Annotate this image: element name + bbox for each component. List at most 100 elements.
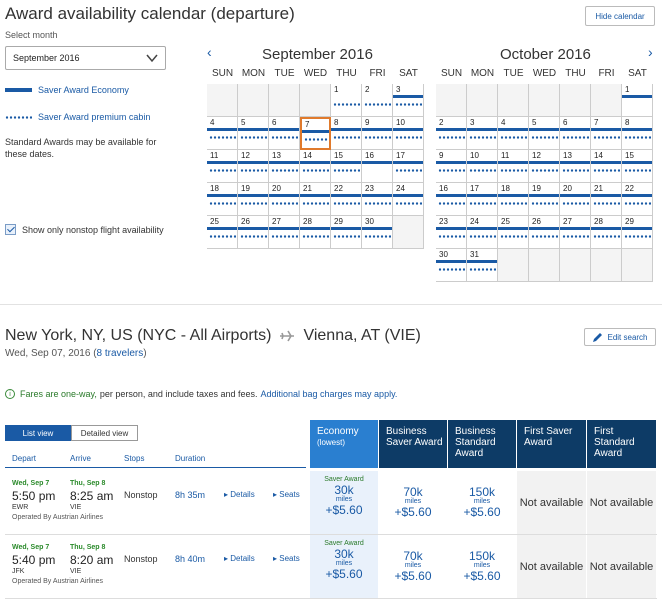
prev-month-icon[interactable]: ‹ (207, 44, 212, 60)
calendar-day[interactable]: 12 (529, 150, 560, 183)
calendar-day[interactable]: 22 (622, 183, 653, 216)
nonstop-checkbox[interactable] (5, 224, 16, 235)
calendar-day[interactable]: 5 (238, 117, 269, 150)
calendar-day[interactable]: 19 (529, 183, 560, 216)
calendar-day[interactable]: 29 (331, 216, 362, 249)
calendar-day[interactable]: 4 (498, 117, 529, 150)
tab-detailed-view[interactable]: Detailed view (71, 425, 138, 441)
day-number: 15 (625, 151, 634, 160)
calendar-day[interactable]: 25 (207, 216, 238, 249)
calendar-day[interactable]: 10 (467, 150, 498, 183)
calendar-day[interactable]: 24 (393, 183, 424, 216)
calendar-day[interactable]: 14 (591, 150, 622, 183)
calendar-day[interactable]: 11 (207, 150, 238, 183)
next-month-icon[interactable]: › (648, 44, 653, 60)
calendar-day[interactable]: 1 (622, 84, 653, 117)
price-cell[interactable]: 150k miles +$5.60 (448, 471, 516, 535)
calendar-day[interactable]: 28 (300, 216, 331, 249)
price-cell[interactable]: 70k miles +$5.60 (379, 471, 447, 535)
day-number: 18 (501, 184, 510, 193)
calendar-day[interactable]: 9 (362, 117, 393, 150)
calendar-day[interactable]: 15 (331, 150, 362, 183)
calendar-day[interactable]: 9 (436, 150, 467, 183)
nonstop-filter[interactable]: Show only nonstop flight availability (5, 224, 164, 235)
calendar-day[interactable]: 8 (622, 117, 653, 150)
fare-col-business-standard: Business Standard Award (448, 420, 516, 468)
premium-availability-dots (469, 202, 496, 205)
calendar-day[interactable]: 31 (467, 249, 498, 282)
economy-availability-bar (591, 128, 621, 131)
calendar-day[interactable]: 13 (560, 150, 591, 183)
travelers-link[interactable]: 8 travelers (96, 348, 144, 359)
miles-value: 30k (334, 547, 354, 561)
calendar-day[interactable]: 27 (269, 216, 300, 249)
calendar-day[interactable]: 1 (331, 84, 362, 117)
calendar-day[interactable]: 15 (622, 150, 653, 183)
calendar-day[interactable]: 11 (498, 150, 529, 183)
calendar-day[interactable]: 29 (622, 216, 653, 249)
calendar-day[interactable]: 23 (362, 183, 393, 216)
seats-link[interactable]: ▸ Seats (273, 554, 300, 563)
month-select[interactable]: September 2016 (5, 46, 166, 70)
price-cell[interactable]: Saver Award 30k miles +$5.60 (310, 535, 378, 599)
calendar-day[interactable]: 24 (467, 216, 498, 249)
calendar-day[interactable]: 10 (393, 117, 424, 150)
seats-label: Seats (279, 554, 300, 563)
calendar-day[interactable]: 30 (436, 249, 467, 282)
calendar-day[interactable]: 25 (498, 216, 529, 249)
premium-availability-dots (469, 235, 496, 238)
calendar-day[interactable]: 17 (393, 150, 424, 183)
calendar-day[interactable]: 22 (331, 183, 362, 216)
calendar-day[interactable]: 2 (362, 84, 393, 117)
calendar-day[interactable]: 6 (560, 117, 591, 150)
calendar-day[interactable]: 20 (269, 183, 300, 216)
bag-charges-link[interactable]: Additional bag charges may apply. (260, 389, 398, 399)
calendar-day[interactable]: 26 (529, 216, 560, 249)
calendar-day[interactable]: 5 (529, 117, 560, 150)
calendar-day[interactable]: 4 (207, 117, 238, 150)
calendar-day[interactable]: 19 (238, 183, 269, 216)
month-select-value: September 2016 (13, 53, 80, 63)
economy-availability-bar (529, 161, 559, 164)
calendar-day[interactable]: 18 (207, 183, 238, 216)
calendar-day[interactable]: 12 (238, 150, 269, 183)
price-cell[interactable]: 150k miles +$5.60 (448, 535, 516, 599)
calendar-day[interactable]: 2 (436, 117, 467, 150)
calendar-day[interactable]: 27 (560, 216, 591, 249)
calendar-day[interactable]: 21 (300, 183, 331, 216)
calendar-day[interactable]: 8 (331, 117, 362, 150)
calendar-day[interactable]: 26 (238, 216, 269, 249)
calendar-day[interactable]: 3 (393, 84, 424, 117)
day-number: 28 (594, 217, 603, 226)
fee-value: +$5.60 (394, 505, 432, 519)
details-link[interactable]: ▸ Details (224, 554, 255, 563)
calendar-day[interactable]: 20 (560, 183, 591, 216)
details-link[interactable]: ▸ Details (224, 490, 255, 499)
calendar-day[interactable]: 13 (269, 150, 300, 183)
calendar-day[interactable]: 6 (269, 117, 300, 150)
dotted-line-icon (5, 115, 32, 119)
calendar-day[interactable]: 23 (436, 216, 467, 249)
calendar-day[interactable]: 3 (467, 117, 498, 150)
premium-availability-dots (395, 136, 422, 139)
calendar-day[interactable]: 16 (436, 183, 467, 216)
calendar-day[interactable]: 7 (300, 117, 331, 150)
calendar-day[interactable]: 17 (467, 183, 498, 216)
tab-list-view[interactable]: List view (5, 425, 71, 441)
price-cell[interactable]: Saver Award 30k miles +$5.60 (310, 471, 378, 535)
economy-availability-bar (560, 161, 590, 164)
seats-link[interactable]: ▸ Seats (273, 490, 300, 499)
hide-calendar-button[interactable]: Hide calendar (585, 6, 655, 26)
miles-unit: miles (473, 562, 491, 569)
premium-availability-dots (562, 235, 589, 238)
calendar-day[interactable]: 28 (591, 216, 622, 249)
calendar-day[interactable]: 21 (591, 183, 622, 216)
calendar-day[interactable]: 30 (362, 216, 393, 249)
premium-availability-dots (531, 136, 558, 139)
price-cell[interactable]: 70k miles +$5.60 (379, 535, 447, 599)
calendar-day[interactable]: 14 (300, 150, 331, 183)
edit-search-button[interactable]: Edit search (584, 328, 656, 346)
calendar-day[interactable]: 16 (362, 150, 393, 183)
calendar-day[interactable]: 18 (498, 183, 529, 216)
calendar-day[interactable]: 7 (591, 117, 622, 150)
